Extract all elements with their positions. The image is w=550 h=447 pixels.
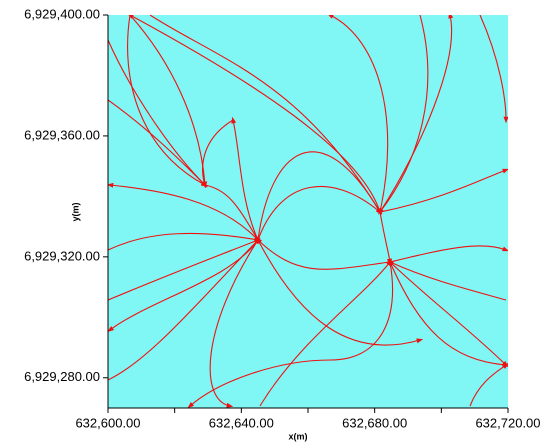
y-tick-label: 6,929,280.00 <box>24 369 100 384</box>
x-tick-label: 632,720.00 <box>475 415 540 430</box>
y-tick-label: 6,929,320.00 <box>24 248 100 263</box>
y-tick-label: 6,929,400.00 <box>24 6 100 21</box>
plot-area <box>108 15 508 408</box>
streamlines <box>108 15 508 408</box>
x-tick-label: 632,640.00 <box>209 415 274 430</box>
y-tick-label: 6,929,360.00 <box>24 127 100 142</box>
x-tick-label: 632,600.00 <box>75 415 140 430</box>
x-tick-label: 632,680.00 <box>342 415 407 430</box>
y-axis-title: y(m) <box>70 202 80 221</box>
x-axis-title: x(m) <box>288 431 307 441</box>
